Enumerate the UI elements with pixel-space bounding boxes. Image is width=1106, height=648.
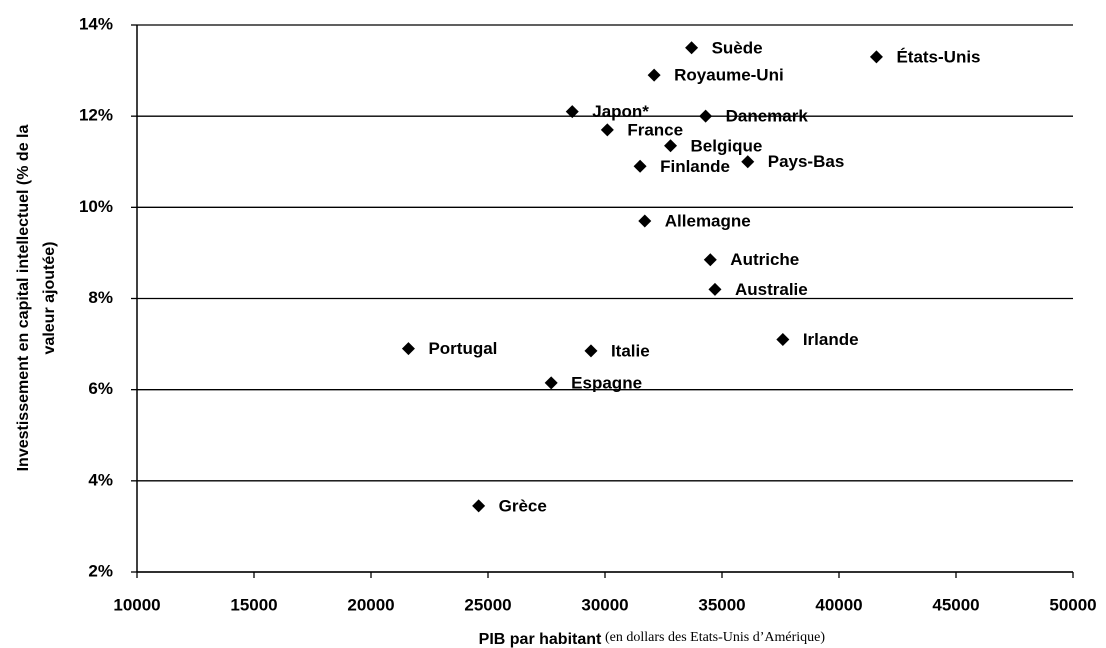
x-tick-label: 10000 [113,595,160,614]
point-label: Portugal [428,339,497,358]
point-label: Danemark [726,107,809,126]
y-tick-label: 4% [88,470,113,489]
x-tick-label: 15000 [230,595,277,614]
point-label: Grèce [499,496,547,515]
y-tick-label: 2% [88,561,113,580]
point [584,344,598,358]
point-label: Autriche [730,250,799,269]
point [741,155,755,169]
point [544,376,558,390]
y-tick-label: 6% [88,379,113,398]
y-tick-label: 12% [79,106,113,125]
point [600,123,614,137]
point-label: Italie [611,341,650,360]
point-label: Irlande [803,330,859,349]
y-tick-label: 10% [79,197,113,216]
y-axis-title: Investissement en capital intellectuel (… [15,125,58,472]
point [703,253,717,267]
x-tick-label: 25000 [464,595,511,614]
point [708,282,722,296]
x-tick-label: 40000 [815,595,862,614]
point [647,68,661,82]
y-tick-label: 14% [79,14,113,33]
point-label: Pays-Bas [768,152,845,171]
point-label: Finlande [660,157,730,176]
x-tick-label: 30000 [581,595,628,614]
point [685,41,699,55]
point [472,499,486,513]
point-label: France [627,120,683,139]
x-axis-title: PIB par habitant [479,631,602,648]
x-axis-note: (en dollars des Etats-Unis d’Amérique) [605,630,825,645]
point [638,214,652,228]
point-label: Suède [712,38,763,57]
point [633,159,647,173]
point-label: Allemagne [665,211,751,230]
x-tick-label: 50000 [1049,595,1096,614]
point-label: Belgique [691,136,763,155]
x-tick-label: 20000 [347,595,394,614]
x-tick-label: 45000 [932,595,979,614]
point-label: Espagne [571,373,642,392]
y-tick-label: 8% [88,288,113,307]
point [401,342,415,356]
point [869,50,883,64]
point [664,139,678,153]
point-label: États-Unis [896,47,980,66]
point-label: Australie [735,280,808,299]
point [699,109,713,123]
x-tick-label: 35000 [698,595,745,614]
point [776,333,790,347]
y-axis-title-line: valeur ajoutée) [41,242,58,355]
point-label: Japon* [592,102,649,121]
point-label: Royaume-Uni [674,66,784,85]
y-axis-title-line: Investissement en capital intellectuel (… [15,125,32,472]
point [565,105,579,119]
